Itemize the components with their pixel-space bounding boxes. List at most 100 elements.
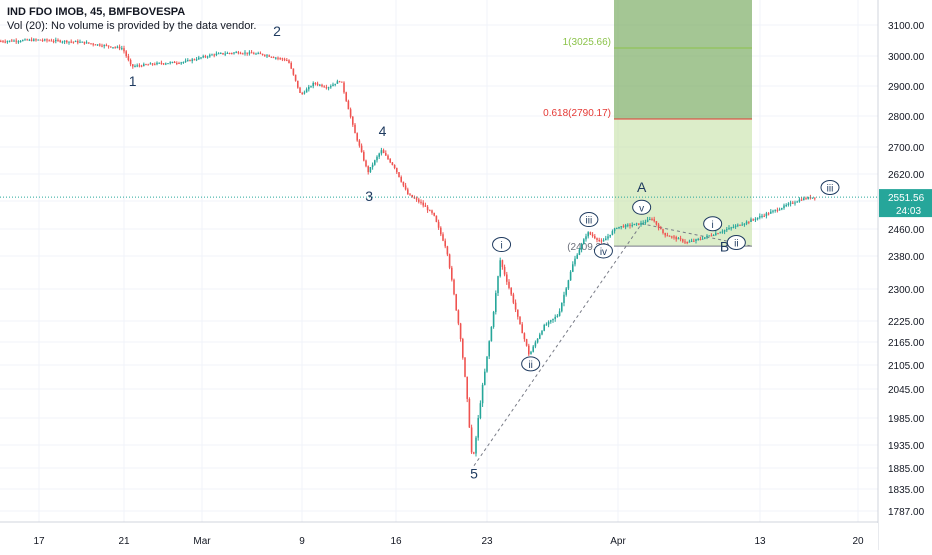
candle-body [666,235,669,237]
candle-body [233,52,235,54]
candle-body [651,219,653,221]
candle-body [191,59,193,62]
candle-body [418,199,420,202]
candle-body [543,325,545,331]
candle-body [354,124,356,134]
candle-body [424,205,427,207]
candle-body [673,236,675,238]
x-tick-label: 23 [481,536,493,547]
sub-wave-label: i [712,220,714,231]
candle-body [85,42,88,44]
candle-body [145,64,147,66]
candle-body [413,197,416,199]
candle-body [675,237,677,240]
candle-body [444,240,446,247]
candle-body [510,287,512,295]
wave-label: 4 [379,123,387,139]
trend-line-support [473,223,643,466]
candle-body [459,323,462,340]
candle-body [415,198,418,200]
candle-body [466,376,468,399]
candle-body [83,41,86,44]
sub-wave-circle [579,212,599,228]
y-tick-label: 2460.00 [888,225,925,236]
candle-body [646,219,649,222]
candle-body [426,206,429,211]
candle-body [66,40,68,43]
candle-body [420,201,422,203]
candle-body [497,276,499,294]
candle-body [184,60,187,62]
candle-body [576,254,578,259]
candle-body [33,39,35,41]
candle-body [391,162,394,166]
candle-body [400,177,402,182]
candle-body [125,51,127,57]
candle-body [290,62,292,69]
candle-body [248,52,251,54]
candle-body [759,216,761,218]
candle-body [508,281,510,288]
candle-body [761,215,763,217]
candle-body [107,45,110,47]
candle-body [605,238,607,241]
candle-body [13,40,15,42]
candle-body [371,164,374,168]
candle-body [631,225,633,227]
candle-body [596,238,598,240]
candle-body [763,215,765,217]
candle-body [600,240,603,242]
candle-body [803,198,805,201]
candle-body [525,339,528,346]
sub-wave-circle [703,216,723,232]
candle-body [63,40,66,42]
candle-body [228,52,231,54]
candle-body [57,39,59,41]
candle-body [0,41,2,43]
candle-body [37,39,39,41]
candle-body [231,53,233,55]
sub-wave-circle [726,235,746,250]
wave-label: A [637,179,647,195]
candle-body [380,150,383,154]
candle-body [638,223,640,225]
candle-body [706,235,708,238]
candle-body [409,194,411,196]
candle-body [719,232,721,234]
candle-body [745,221,748,224]
candle-body [503,266,506,275]
candle-body [440,227,442,235]
candle-body [48,40,50,42]
countdown-label: 24:03 [896,206,921,217]
candle-body [616,228,618,230]
candle-body [325,87,328,89]
candle-body [477,418,479,438]
candle-body [429,210,431,212]
x-tick-label: 9 [299,536,305,547]
candle-body [321,84,323,87]
candle-body [732,227,735,229]
candle-body [811,197,814,199]
candle-body [479,403,482,419]
candle-body [521,324,523,334]
candle-body [308,86,310,90]
candle-body [343,82,345,93]
y-tick-label: 2700.00 [888,143,925,154]
candle-body [312,83,314,87]
candle-body [363,152,365,161]
candle-body [541,330,543,335]
candle-body [316,83,319,85]
candle-body [752,219,754,221]
fib-label: 0.618(2790.17) [543,108,611,119]
candle-body [310,86,312,88]
candle-body [116,46,119,48]
candle-body [563,294,565,303]
x-tick-label: 13 [754,536,766,547]
candle-body [160,62,163,64]
fib-label: 1(3025.66) [563,37,611,48]
candle-body [565,288,567,295]
candle-body [264,54,266,56]
candle-body [365,160,367,167]
